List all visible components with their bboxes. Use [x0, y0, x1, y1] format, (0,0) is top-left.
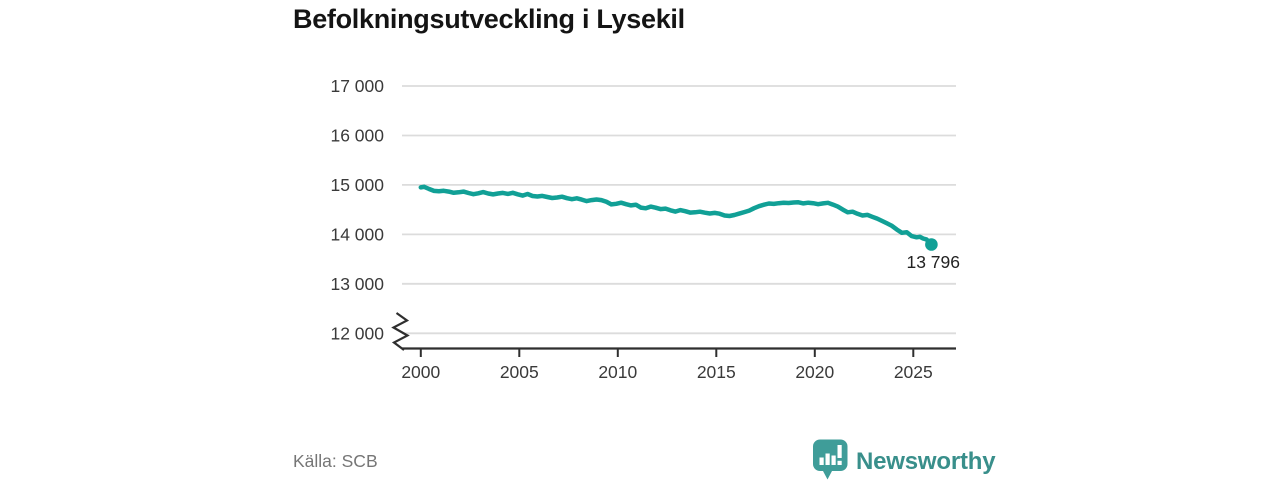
population-line: [418, 184, 934, 247]
y-tick-label: 16 000: [330, 126, 384, 146]
y-tick-label: 17 000: [330, 76, 384, 96]
y-tick-label: 15 000: [330, 175, 384, 195]
y-tick-label: 14 000: [330, 224, 384, 244]
x-tick-label: 2020: [795, 362, 834, 382]
chart-title: Befolkningsutveckling i Lysekil: [293, 4, 685, 34]
x-tick-label: 2000: [401, 362, 440, 382]
x-tick-label: 2010: [598, 362, 637, 382]
x-tick-label: 2005: [500, 362, 539, 382]
latest-value-dot: [925, 238, 938, 251]
axis-break-icon: [391, 312, 410, 351]
newsworthy-logo: Newsworthy: [812, 439, 996, 480]
newsworthy-speech-bubble-chart-icon: [812, 439, 849, 480]
source-note: Källa: SCB: [293, 451, 378, 471]
y-tick-label: 12 000: [330, 323, 384, 343]
x-tick-label: 2015: [697, 362, 736, 382]
newsworthy-wordmark: Newsworthy: [856, 448, 996, 475]
x-tick-label: 2025: [894, 362, 933, 382]
latest-value-label: 13 796: [906, 252, 960, 272]
y-tick-label: 13 000: [330, 274, 384, 294]
